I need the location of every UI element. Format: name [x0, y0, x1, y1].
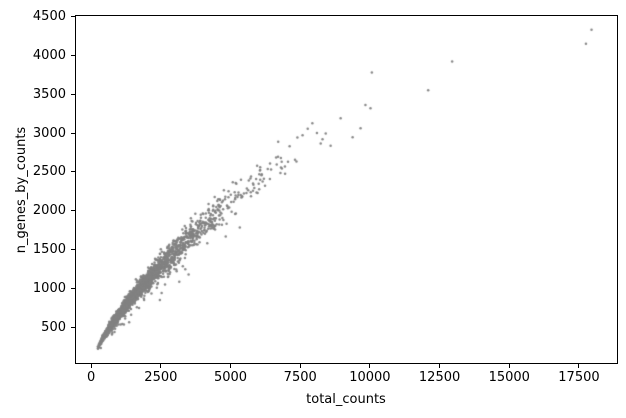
y-tick-mark	[71, 326, 75, 328]
y-tick-label: 2500	[32, 164, 66, 180]
x-tick-mark	[90, 364, 92, 368]
y-tick-label: 1000	[32, 280, 66, 296]
y-tick-mark	[71, 210, 75, 212]
x-tick-mark	[439, 364, 441, 368]
y-tick-mark	[71, 171, 75, 173]
y-tick-label: 500	[41, 319, 66, 335]
x-tick-mark	[578, 364, 580, 368]
x-tick-label: 15000	[488, 370, 530, 385]
x-tick-mark	[160, 364, 162, 368]
x-tick-label: 17500	[558, 370, 600, 385]
y-tick-mark	[71, 93, 75, 95]
x-tick-mark	[369, 364, 371, 368]
y-tick-mark	[71, 248, 75, 250]
x-tick-mark	[299, 364, 301, 368]
y-tick-mark	[71, 54, 75, 56]
y-axis-label: n_genes_by_counts	[14, 126, 29, 254]
x-tick-label: 10000	[349, 370, 391, 385]
y-tick-mark	[71, 16, 75, 18]
x-tick-label: 0	[87, 370, 96, 385]
x-tick-mark	[508, 364, 510, 368]
x-tick-mark	[230, 364, 232, 368]
x-axis-label: total_counts	[306, 392, 386, 407]
y-tick-label: 4000	[32, 47, 66, 63]
y-tick-label: 3500	[32, 86, 66, 102]
x-tick-label: 12500	[418, 370, 461, 385]
y-tick-label: 4500	[32, 9, 66, 25]
y-tick-label: 2000	[32, 203, 66, 219]
x-tick-label: 2500	[144, 370, 178, 385]
x-tick-label: 5000	[213, 370, 248, 385]
y-tick-mark	[71, 287, 75, 289]
y-tick-label: 1500	[32, 241, 66, 257]
y-tick-label: 3000	[32, 125, 66, 141]
scatter-points-canvas	[75, 15, 618, 364]
x-tick-label: 7500	[283, 370, 317, 385]
y-tick-mark	[71, 132, 75, 134]
